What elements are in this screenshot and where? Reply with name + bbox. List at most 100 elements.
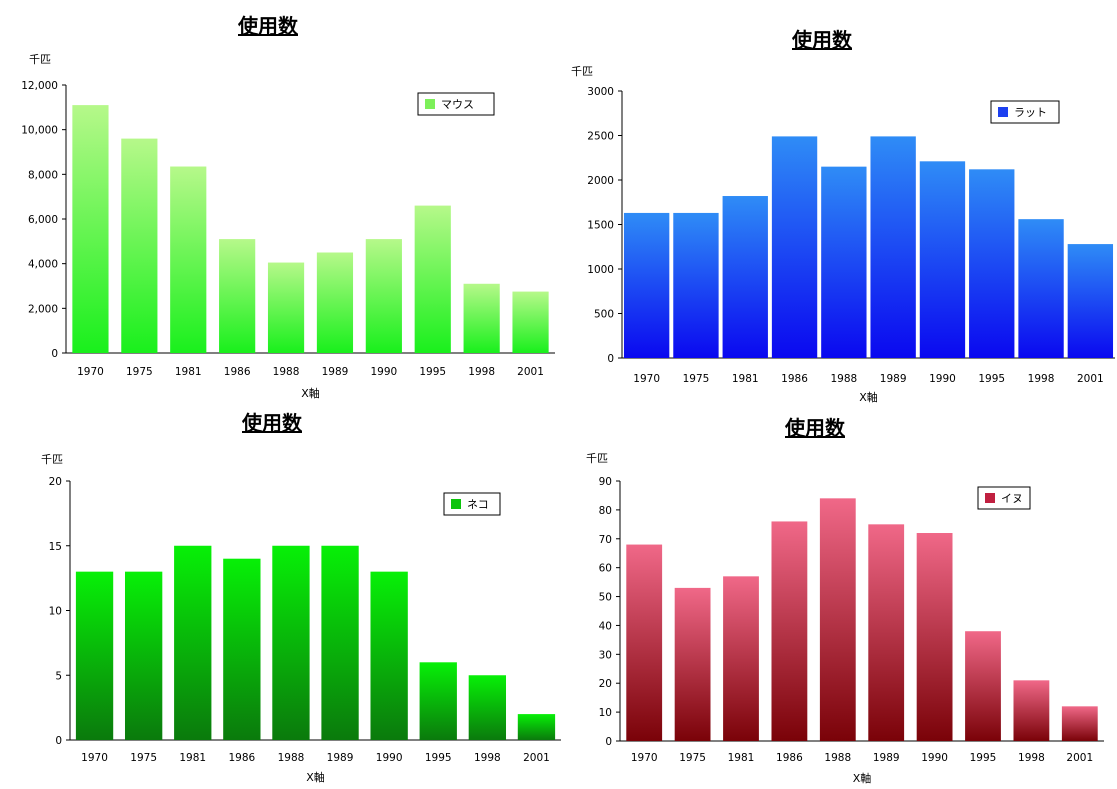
x-tick-label: 1990 [929, 373, 956, 385]
y-tick-label: 0 [55, 735, 62, 747]
x-tick-label: 1989 [322, 366, 349, 378]
bar [722, 196, 768, 358]
bar [272, 545, 310, 740]
y-tick-label: 0 [605, 736, 612, 748]
bar [124, 571, 163, 740]
y-unit-label: 千匹 [571, 65, 593, 78]
y-tick-label: 90 [599, 476, 612, 488]
bar [219, 239, 256, 353]
x-tick-label: 1970 [81, 752, 108, 764]
bar [468, 675, 507, 740]
bar [969, 169, 1015, 358]
bar [919, 161, 966, 358]
y-tick-label: 70 [599, 534, 612, 546]
x-tick-label: 1989 [327, 752, 354, 764]
x-tick-label: 1981 [732, 373, 759, 385]
x-tick-label: 1970 [633, 373, 660, 385]
legend-swatch [998, 107, 1008, 117]
chart-title: 使用数 [784, 416, 846, 440]
bar [1067, 244, 1114, 358]
legend-swatch [451, 499, 461, 509]
legend: マウス [417, 92, 495, 116]
x-tick-label: 1995 [978, 373, 1005, 385]
legend-label: ネコ [467, 498, 489, 511]
x-tick-label: 1981 [179, 752, 206, 764]
legend-label: イヌ [1001, 492, 1023, 505]
bar [121, 138, 158, 353]
chart-mouse: 使用数 千匹 0 2,000 4,000 6,000 8,000 10,000 12,000 19… [0, 0, 560, 400]
y-tick-label: 60 [599, 563, 612, 575]
chart-title: 使用数 [237, 14, 299, 38]
bar [626, 544, 663, 741]
bar [419, 662, 457, 740]
y-tick-label: 10 [599, 707, 612, 719]
x-tick-label: 1975 [130, 752, 157, 764]
x-tick-label: 1986 [781, 373, 808, 385]
y-tick-label: 10 [49, 606, 62, 618]
x-tick-label: 1986 [776, 752, 803, 764]
y-tick-label: 40 [599, 620, 612, 632]
bar [1061, 706, 1098, 741]
y-tick-label: 12,000 [21, 80, 58, 92]
y-tick-label: 0 [607, 353, 614, 365]
x-tick-label: 1975 [683, 373, 710, 385]
bar [771, 521, 808, 741]
y-tick-label: 2500 [587, 131, 614, 143]
x-tick-label: 1995 [419, 366, 446, 378]
x-tick-label: 2001 [1066, 752, 1093, 764]
bar [868, 524, 905, 741]
x-tick-label: 1975 [679, 752, 706, 764]
x-tick-label: 2001 [1077, 373, 1104, 385]
bar [674, 587, 711, 741]
bar [916, 533, 953, 741]
x-tick-label: 1995 [425, 752, 452, 764]
x-tick-label: 1970 [631, 752, 658, 764]
y-tick-label: 0 [51, 348, 58, 360]
x-tick-label: 1988 [824, 752, 851, 764]
y-tick-label: 3000 [587, 86, 614, 98]
legend: イヌ [977, 486, 1031, 510]
legend-box [977, 486, 1031, 510]
bar [321, 545, 359, 740]
x-tick-label: 1981 [175, 366, 202, 378]
x-tick-label: 1989 [880, 373, 907, 385]
y-tick-label: 20 [599, 678, 612, 690]
legend: ネコ [443, 492, 501, 516]
legend-label: マウス [441, 98, 474, 111]
x-tick-label: 1988 [273, 366, 300, 378]
chart-cat: 使用数 千匹 0 5 10 15 20 1970 1975 1981 1986 1988 1989 199… [0, 405, 561, 789]
y-tick-label: 30 [599, 649, 612, 661]
bar [623, 212, 670, 358]
x-tick-label: 1988 [278, 752, 305, 764]
x-tick-label: 1989 [873, 752, 900, 764]
x-tick-label: 1986 [228, 752, 255, 764]
bar [673, 212, 719, 358]
y-tick-label: 5 [55, 670, 62, 682]
x-tick-label: 1998 [468, 366, 495, 378]
y-tick-label: 6,000 [28, 214, 58, 226]
chart-rat: 使用数 千匹 0 500 1000 1500 2000 2500 3000 1970 1975 198… [560, 0, 1117, 410]
chart-dog: 使用数 千匹 0 10 20 30 40 50 60 70 80 90 1970 1975 1981 1986… [560, 405, 1117, 789]
y-tick-label: 1000 [587, 264, 614, 276]
x-tick-label: 1975 [126, 366, 153, 378]
x-tick-label: 1998 [1018, 752, 1045, 764]
bar [819, 498, 856, 741]
bar [75, 571, 114, 740]
y-tick-label: 80 [599, 505, 612, 517]
bar [1018, 219, 1064, 358]
x-tick-label: 1990 [376, 752, 403, 764]
bar [870, 136, 916, 358]
bar [316, 252, 354, 353]
bar [463, 283, 500, 353]
y-tick-label: 4,000 [28, 259, 58, 271]
bar [72, 105, 109, 353]
bar [1013, 680, 1050, 741]
bar [517, 714, 556, 740]
x-tick-label: 1998 [474, 752, 501, 764]
y-unit-label: 千匹 [41, 453, 63, 466]
y-tick-label: 1500 [587, 220, 614, 232]
bar [267, 262, 305, 353]
